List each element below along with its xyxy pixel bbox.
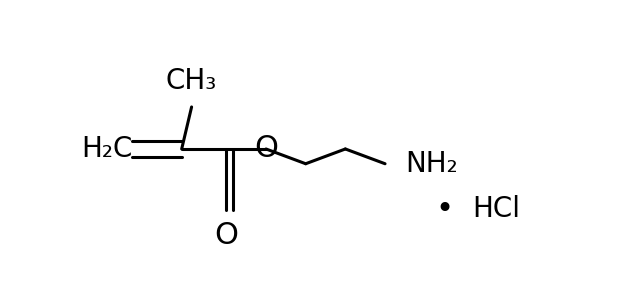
Text: CH₃: CH₃ bbox=[166, 67, 217, 95]
Text: •: • bbox=[435, 195, 454, 224]
Text: NH₂: NH₂ bbox=[405, 150, 458, 178]
Text: H₂C: H₂C bbox=[81, 135, 133, 163]
Text: HCl: HCl bbox=[472, 195, 521, 223]
Text: O: O bbox=[254, 135, 278, 163]
Text: O: O bbox=[214, 221, 238, 250]
